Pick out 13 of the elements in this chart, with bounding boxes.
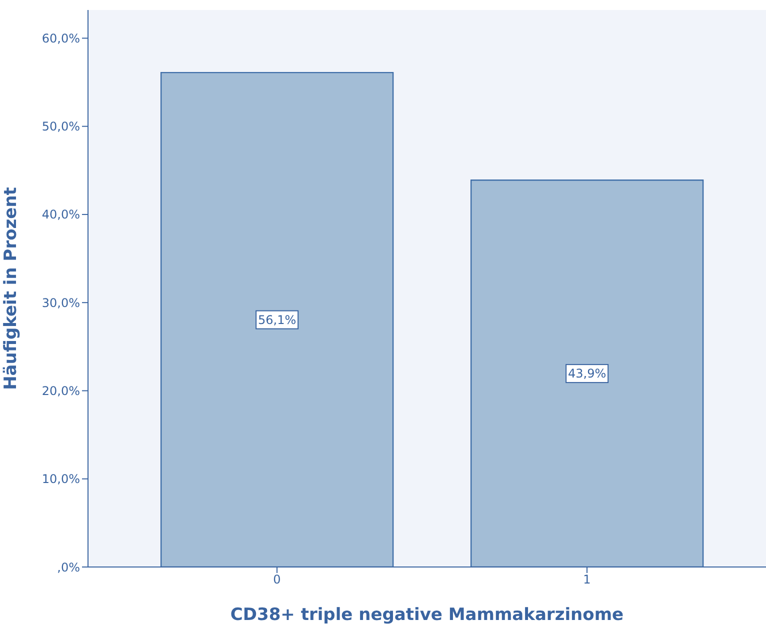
data-label: 56,1% bbox=[258, 312, 296, 327]
y-tick-label: 60,0% bbox=[42, 31, 80, 46]
y-tick-label: 30,0% bbox=[42, 296, 80, 310]
y-tick-label: 20,0% bbox=[42, 384, 80, 398]
x-axis-title: CD38+ triple negative Mammakarzinome bbox=[230, 605, 624, 625]
data-label: 43,9% bbox=[568, 366, 606, 381]
y-tick-label: 40,0% bbox=[42, 208, 80, 222]
x-tick-label: 1 bbox=[583, 572, 591, 587]
y-axis-title: Häufigkeit in Prozent bbox=[1, 187, 22, 390]
x-tick-label: 0 bbox=[273, 572, 281, 587]
y-tick-label: ,0% bbox=[57, 560, 80, 574]
y-tick-label: 10,0% bbox=[42, 472, 80, 486]
y-tick-label: 50,0% bbox=[42, 120, 80, 134]
